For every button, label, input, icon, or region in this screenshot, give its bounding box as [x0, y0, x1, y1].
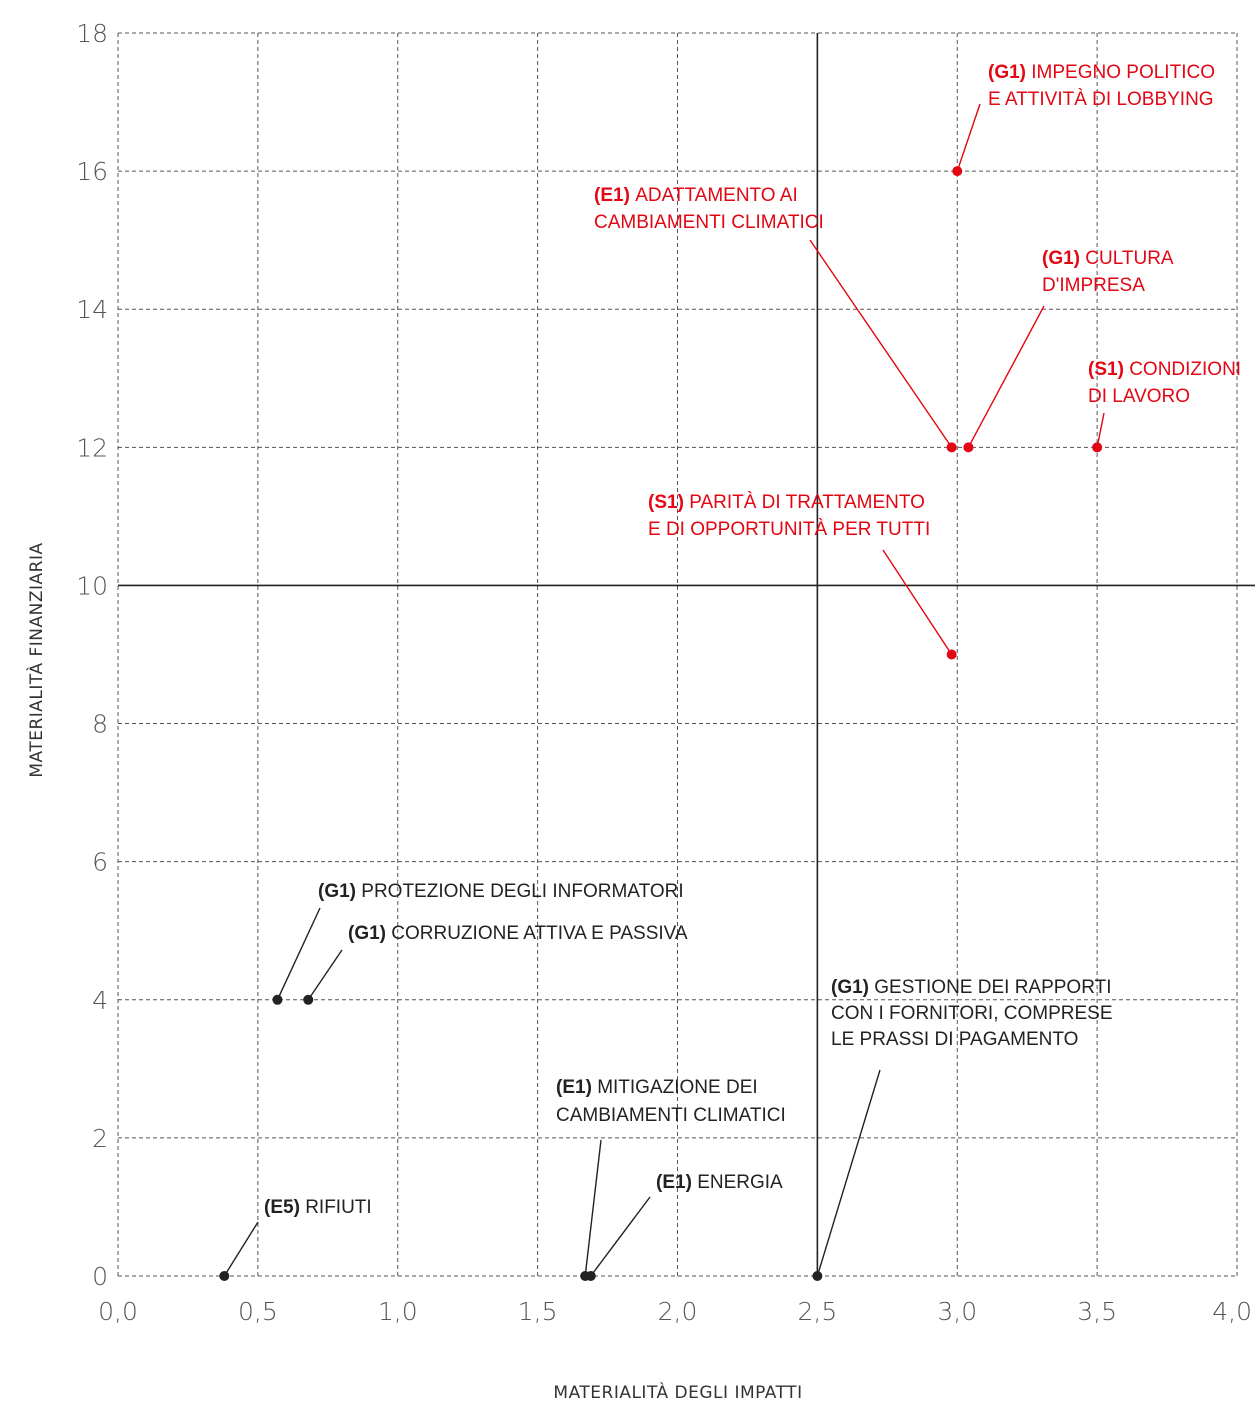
- leader-line: [816, 1069, 881, 1277]
- tick-labels: 0,0 0,5 1,0 1,5 2,0 2,5 3,0 3,5 4,0 0 2 4 6 8 10 12 14 16…: [76, 19, 1252, 1326]
- point-code: (G1): [318, 881, 361, 902]
- point-label: (E1) MITIGAZIONE DEI CAMBIAMENTI CLIMATIC…: [556, 1077, 786, 1126]
- point-code: (S1): [1088, 359, 1129, 380]
- y-tick-label: 12: [76, 433, 108, 462]
- point-label: (E1) ENERGIA: [656, 1172, 783, 1193]
- data-point: [272, 994, 283, 1005]
- leader-line: [1096, 412, 1105, 448]
- x-tick-label: 0,0: [98, 1297, 138, 1326]
- data-points: [219, 166, 1103, 1281]
- point-code: (G1): [988, 62, 1031, 83]
- point-code: (G1): [1042, 248, 1085, 269]
- x-tick-label: 2,0: [658, 1297, 698, 1326]
- x-tick-label: 2,5: [797, 1297, 837, 1326]
- leader-line: [882, 549, 953, 655]
- data-point: [946, 442, 957, 453]
- point-label: (G1) CULTURA D'IMPRESA: [1042, 248, 1174, 296]
- point-labels: (G1) IMPEGNO POLITICO E ATTIVITÀ DI LOBBY…: [264, 62, 1241, 1218]
- point-label: (S1) PARITÀ DI TRATTAMENTO E DI OPPORTUNI…: [648, 492, 930, 540]
- point-label: (G1) CORRUZIONE ATTIVA E PASSIVA: [348, 923, 688, 944]
- leader-line: [809, 239, 953, 448]
- x-tick-label: 1,5: [518, 1297, 558, 1326]
- point-code: (E1): [556, 1077, 597, 1098]
- point-code: (S1): [648, 492, 689, 513]
- y-tick-label: 14: [76, 295, 108, 324]
- data-point: [963, 442, 974, 453]
- point-code: (G1): [831, 977, 874, 998]
- point-code: (E1): [594, 185, 635, 206]
- y-tick-label: 0: [92, 1262, 108, 1291]
- y-tick-label: 8: [92, 710, 108, 739]
- leader-line: [590, 1196, 651, 1277]
- point-code: (G1): [348, 923, 391, 944]
- data-point: [946, 649, 957, 660]
- point-label: (G1) PROTEZIONE DEGLI INFORMATORI: [318, 881, 684, 902]
- point-label: (E1) ADATTAMENTO AI CAMBIAMENTI CLIMATICI: [594, 185, 824, 233]
- y-tick-label: 16: [76, 157, 108, 186]
- data-point: [585, 1271, 596, 1281]
- y-tick-label: 18: [76, 19, 108, 48]
- point-label: (S1) CONDIZIONI DI LAVORO: [1088, 359, 1241, 407]
- data-point: [952, 166, 963, 177]
- y-tick-label: 2: [92, 1124, 108, 1153]
- x-tick-label: 3,0: [937, 1297, 977, 1326]
- data-point: [1092, 442, 1103, 453]
- data-point: [303, 994, 314, 1005]
- x-tick-label: 3,5: [1077, 1297, 1117, 1326]
- leader-line: [223, 1221, 259, 1277]
- point-label: (G1) GESTIONE DEI RAPPORTI CON I FORNITOR…: [831, 977, 1113, 1050]
- x-axis-title: MATERIALITÀ DEGLI IMPATTI: [553, 1381, 802, 1403]
- data-point: [219, 1271, 230, 1281]
- point-code: (E5): [264, 1197, 305, 1218]
- point-label: (G1) IMPEGNO POLITICO E ATTIVITÀ DI LOBBY…: [988, 62, 1215, 110]
- y-tick-label: 10: [76, 571, 108, 600]
- leader-line: [276, 907, 321, 1001]
- data-point: [812, 1271, 823, 1281]
- point-code: (E1): [656, 1172, 697, 1193]
- x-tick-label: 0,5: [238, 1297, 278, 1326]
- x-tick-label: 4,0: [1212, 1297, 1252, 1326]
- y-axis-title: MATERIALITÀ FINANZIARIA: [25, 542, 47, 777]
- point-label: (E5) RIFIUTI: [264, 1197, 372, 1218]
- y-tick-label: 6: [92, 848, 108, 877]
- leader-line: [956, 103, 981, 172]
- leader-lines: [223, 103, 1105, 1277]
- leader-line: [307, 949, 343, 1001]
- threshold-lines: [118, 33, 1255, 1280]
- leader-line: [967, 305, 1045, 448]
- y-tick-label: 4: [92, 986, 108, 1015]
- x-tick-label: 1,0: [378, 1297, 418, 1326]
- leader-line: [584, 1139, 602, 1277]
